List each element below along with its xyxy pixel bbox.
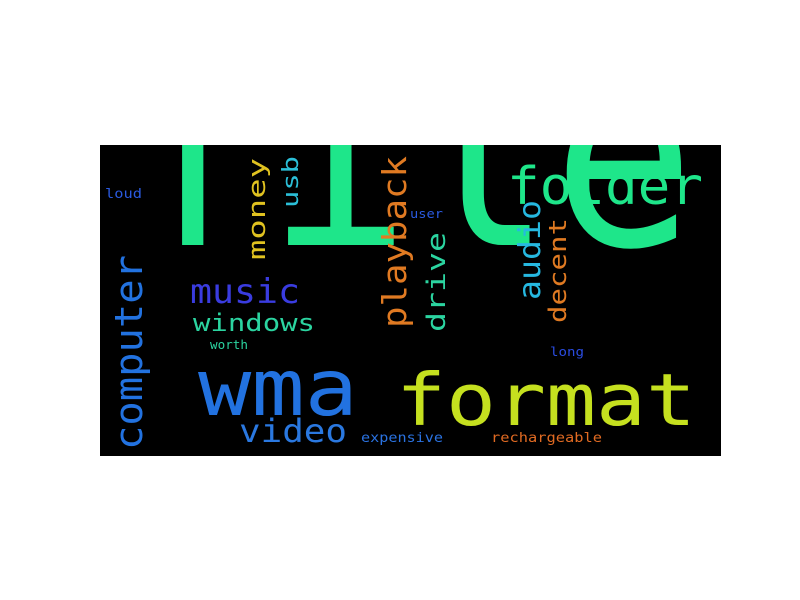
word-rechargeable: rechargeable <box>491 431 602 446</box>
word-money: money <box>243 158 271 260</box>
word-music: music <box>190 272 300 312</box>
word-cloud: file format folder wma computer music windows v… <box>100 145 721 456</box>
word-decent: decent <box>544 218 572 323</box>
word-audio: audio <box>513 200 548 300</box>
word-wma: wma <box>198 344 358 434</box>
word-computer: computer <box>107 255 151 450</box>
word-cloud-background <box>100 145 721 456</box>
word-long: long <box>550 345 584 359</box>
word-loud: loud <box>105 187 142 202</box>
word-usb: usb <box>279 156 304 208</box>
word-windows: windows <box>193 309 315 337</box>
word-playback: playback <box>375 156 414 328</box>
word-worth: worth <box>210 338 248 352</box>
word-user: user <box>410 207 443 221</box>
word-file: file <box>125 145 695 307</box>
word-format: format <box>396 358 696 442</box>
word-expensive: expensive <box>361 431 443 446</box>
word-folder: folder <box>507 157 703 217</box>
word-drive: drive <box>422 232 452 332</box>
word-video: video <box>239 412 347 450</box>
